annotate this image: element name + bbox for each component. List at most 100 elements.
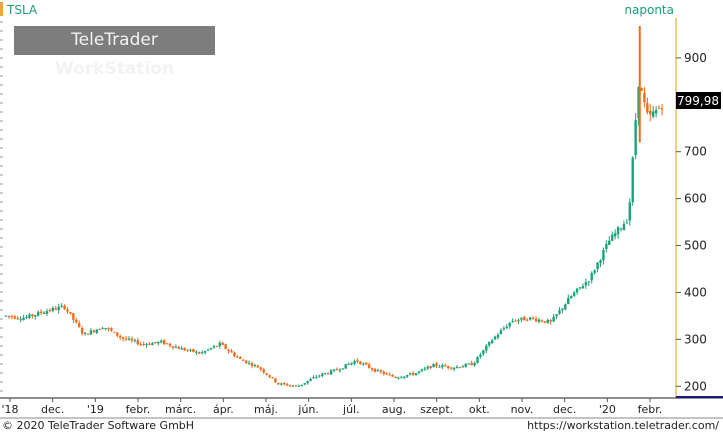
candle-body [523,316,526,321]
x-tick-label: szept. [420,403,453,416]
candle-body [613,233,617,237]
candle-body [590,272,593,281]
left-edge-ticks [0,21,3,392]
candle-body [505,326,508,329]
brand-name-part1: TeleTrader [71,30,158,50]
candle-body [92,330,96,332]
candle-body [517,320,520,322]
candle-body [611,234,614,241]
candle-body [174,346,178,348]
symbol-accent-bar [0,2,3,16]
candle-body [338,369,342,371]
candle-body [646,102,649,113]
candle-body [306,380,309,384]
candle-body [104,327,107,329]
source-url-link[interactable]: https://workstation.teletrader.com/ [527,419,719,432]
candle-body [622,224,626,231]
candle-body [265,373,268,375]
x-tick-label: márc. [165,403,196,416]
candle-body [452,367,456,370]
candle-body [113,331,116,333]
candle-body [464,363,467,367]
candle-body [209,348,213,350]
y-tick-label: 500 [684,239,707,253]
candle-body [581,286,585,289]
candle-body [256,365,260,368]
candle-body [403,376,406,378]
candle-body [133,340,137,342]
candle-body [619,228,623,230]
candle-body [493,336,497,340]
x-tick-label: '19 [87,403,104,416]
candle-body [558,310,561,314]
candle-body [549,320,552,322]
candle-body [447,366,450,368]
candle-body [127,338,131,340]
candle-body [417,371,421,373]
candle-body [482,350,485,355]
candle-body [584,282,588,286]
candle-body [57,306,60,311]
candle-body [297,385,301,387]
candle-body [400,377,403,379]
candle-body [136,340,139,345]
copyright-text: © 2020 TeleTrader Software GmbH [2,419,195,432]
candle-body [268,375,271,378]
candle-body [596,262,599,270]
candle-body [189,349,192,351]
candle-body [107,328,110,330]
candle-body [608,240,611,245]
candle-body [555,314,558,317]
candle-body [162,340,166,345]
y-tick-label: 700 [684,145,707,159]
candle-body [347,363,350,365]
candle-body [288,385,292,387]
candle-body [652,111,655,117]
x-tick-label: máj. [254,403,278,416]
candle-body [195,351,198,353]
candle-body [180,348,183,350]
candle-body [575,288,579,293]
candle-body [537,319,541,322]
candle-body [616,227,620,235]
x-tick-label: dec. [41,403,64,416]
candle-body [526,319,529,321]
x-tick-label: '18 [1,403,18,416]
candle-body [78,323,81,327]
candle-body [634,120,637,156]
candle-body [262,369,265,373]
candle-body [233,352,236,357]
candle-body [467,363,470,365]
candle-body [438,366,441,368]
symbol-label[interactable]: TSLA [6,3,38,17]
candle-body [110,328,113,331]
candle-body [183,348,186,351]
candle-body [48,309,52,311]
candle-body [247,362,251,364]
candle-body [192,348,195,352]
candle-body [130,338,134,341]
candle-body [631,157,634,203]
candle-body [277,382,280,385]
candle-body [253,365,257,367]
candle-body [587,281,590,283]
x-tick-label: jún. [297,403,319,416]
candle-body [540,320,544,322]
candle-body [499,330,503,335]
last-price-flag: 799,98 [676,92,721,109]
candle-body [101,328,104,330]
candle-body [315,376,318,378]
candle-body [394,376,397,378]
candle-body [335,369,339,371]
last-price-flag-bg [676,92,721,109]
candle-body [60,305,63,307]
candle-body [294,385,298,387]
period-label[interactable]: naponta [624,3,674,17]
candle-body [34,315,37,317]
footer: © 2020 TeleTrader Software GmbH https://… [0,418,723,435]
candle-body [285,384,289,386]
candle-body [359,361,362,365]
candle-body [543,321,547,323]
candle-body [89,330,93,335]
brand-watermark: TeleTrader WorkStation [14,26,215,79]
